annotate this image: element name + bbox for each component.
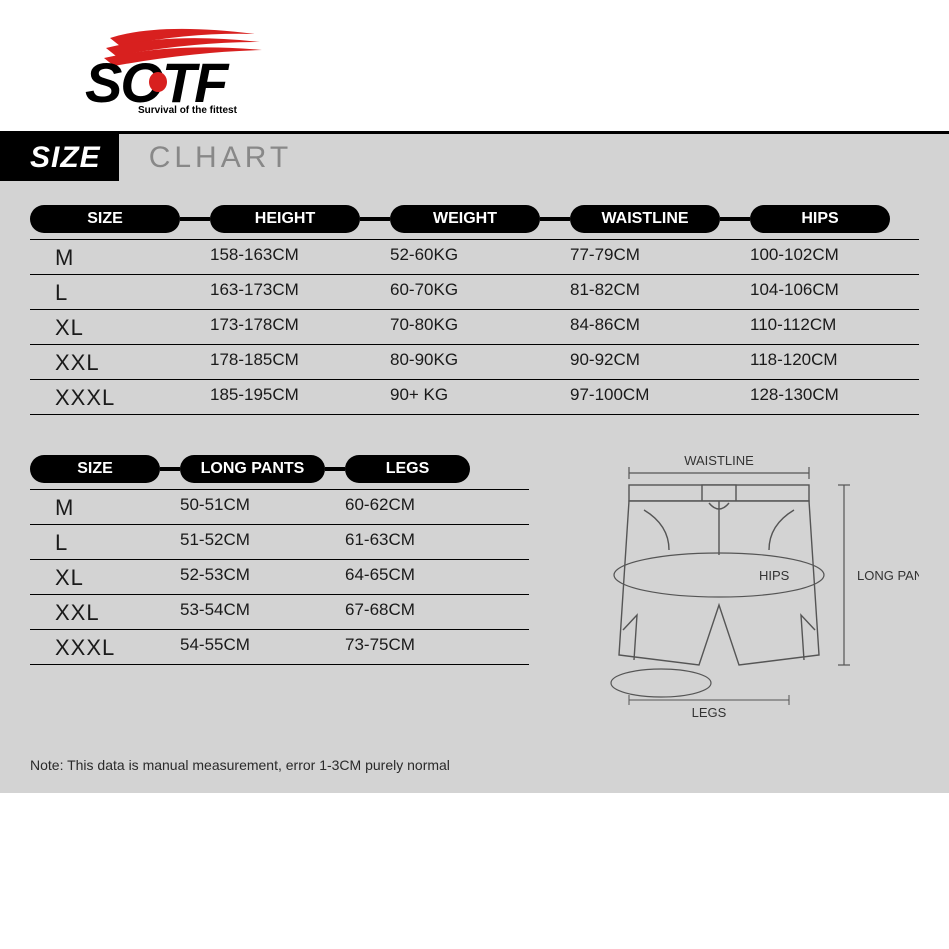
table-row: M 50-51CM 60-62CM — [30, 489, 529, 525]
title-bar: SIZE CLHART — [0, 131, 949, 181]
cell-long-pants: 50-51CM — [180, 495, 325, 521]
cell-size: L — [30, 530, 160, 556]
shorts-diagram: WAISTLINE — [559, 455, 919, 735]
page: SOTF Survival of the fittest SIZE CLHART… — [0, 0, 949, 949]
logo-area: SOTF Survival of the fittest — [0, 0, 949, 123]
cell-size: M — [30, 245, 180, 271]
size-table-secondary: SIZE LONG PANTS LEGS M 50-51CM 60-62CM L 51-… — [30, 455, 529, 735]
table-row: XXXL 185-195CM 90+ KG 97-100CM 128-130CM — [30, 380, 919, 415]
cell-long-pants: 53-54CM — [180, 600, 325, 626]
cell-weight: 90+ KG — [390, 385, 540, 411]
cell-size: L — [30, 280, 180, 306]
size-table-main: SIZE HEIGHT WEIGHT WAISTLINE HIPS M 158-1… — [30, 205, 919, 415]
col-long-pants: LONG PANTS — [180, 455, 325, 483]
table2-header: SIZE LONG PANTS LEGS — [30, 455, 529, 483]
cell-size: XXXL — [30, 385, 180, 411]
cell-legs: 61-63CM — [345, 530, 470, 556]
cell-waistline: 84-86CM — [570, 315, 720, 341]
cell-size: XXXL — [30, 635, 160, 661]
table1-header: SIZE HEIGHT WEIGHT WAISTLINE HIPS — [30, 205, 919, 233]
brand-logo: SOTF Survival of the fittest — [80, 20, 310, 115]
table-row: XL 173-178CM 70-80KG 84-86CM 110-112CM — [30, 310, 919, 345]
cell-waistline: 81-82CM — [570, 280, 720, 306]
cell-size: XXL — [30, 600, 160, 626]
label-hips: HIPS — [759, 568, 790, 583]
cell-long-pants: 52-53CM — [180, 565, 325, 591]
table-row: L 163-173CM 60-70KG 81-82CM 104-106CM — [30, 275, 919, 310]
cell-size: XXL — [30, 350, 180, 376]
col-size: SIZE — [30, 205, 180, 233]
label-waistline: WAISTLINE — [684, 455, 754, 468]
cell-height: 158-163CM — [210, 245, 360, 271]
cell-hips: 104-106CM — [750, 280, 900, 306]
cell-weight: 60-70KG — [390, 280, 540, 306]
cell-hips: 118-120CM — [750, 350, 900, 376]
col-size: SIZE — [30, 455, 160, 483]
col-height: HEIGHT — [210, 205, 360, 233]
cell-waistline: 90-92CM — [570, 350, 720, 376]
cell-waistline: 77-79CM — [570, 245, 720, 271]
table-row: L 51-52CM 61-63CM — [30, 525, 529, 560]
cell-legs: 73-75CM — [345, 635, 470, 661]
cell-height: 163-173CM — [210, 280, 360, 306]
table-row: XL 52-53CM 64-65CM — [30, 560, 529, 595]
bottom-area: SIZE LONG PANTS LEGS M 50-51CM 60-62CM L 51-… — [30, 455, 919, 735]
connector — [160, 467, 180, 471]
cell-weight: 80-90KG — [390, 350, 540, 376]
cell-height: 173-178CM — [210, 315, 360, 341]
content-panel: SIZE HEIGHT WEIGHT WAISTLINE HIPS M 158-1… — [0, 181, 949, 793]
cell-long-pants: 51-52CM — [180, 530, 325, 556]
label-long-pants: LONG PANTS — [857, 568, 919, 583]
label-legs: LEGS — [692, 705, 727, 720]
col-hips: HIPS — [750, 205, 890, 233]
cell-hips: 128-130CM — [750, 385, 900, 411]
connector — [325, 467, 345, 471]
cell-weight: 70-80KG — [390, 315, 540, 341]
cell-height: 178-185CM — [210, 350, 360, 376]
cell-size: XL — [30, 315, 180, 341]
connector — [540, 217, 570, 221]
connector — [720, 217, 750, 221]
col-legs: LEGS — [345, 455, 470, 483]
brand-tagline: Survival of the fittest — [138, 105, 238, 115]
cell-legs: 67-68CM — [345, 600, 470, 626]
cell-height: 185-195CM — [210, 385, 360, 411]
cell-long-pants: 54-55CM — [180, 635, 325, 661]
cell-size: M — [30, 495, 160, 521]
table-row: M 158-163CM 52-60KG 77-79CM 100-102CM — [30, 239, 919, 275]
cell-weight: 52-60KG — [390, 245, 540, 271]
col-waistline: WAISTLINE — [570, 205, 720, 233]
cell-hips: 110-112CM — [750, 315, 900, 341]
cell-legs: 64-65CM — [345, 565, 470, 591]
connector — [180, 217, 210, 221]
cell-waistline: 97-100CM — [570, 385, 720, 411]
table-row: XXL 178-185CM 80-90KG 90-92CM 118-120CM — [30, 345, 919, 380]
table-row: XXXL 54-55CM 73-75CM — [30, 630, 529, 665]
cell-size: XL — [30, 565, 160, 591]
cell-hips: 100-102CM — [750, 245, 900, 271]
table-row: XXL 53-54CM 67-68CM — [30, 595, 529, 630]
col-weight: WEIGHT — [390, 205, 540, 233]
note-text: Note: This data is manual measurement, e… — [30, 757, 919, 773]
connector — [360, 217, 390, 221]
title-chart-label: CLHART — [149, 141, 292, 175]
cell-legs: 60-62CM — [345, 495, 470, 521]
title-size-label: SIZE — [0, 134, 119, 181]
